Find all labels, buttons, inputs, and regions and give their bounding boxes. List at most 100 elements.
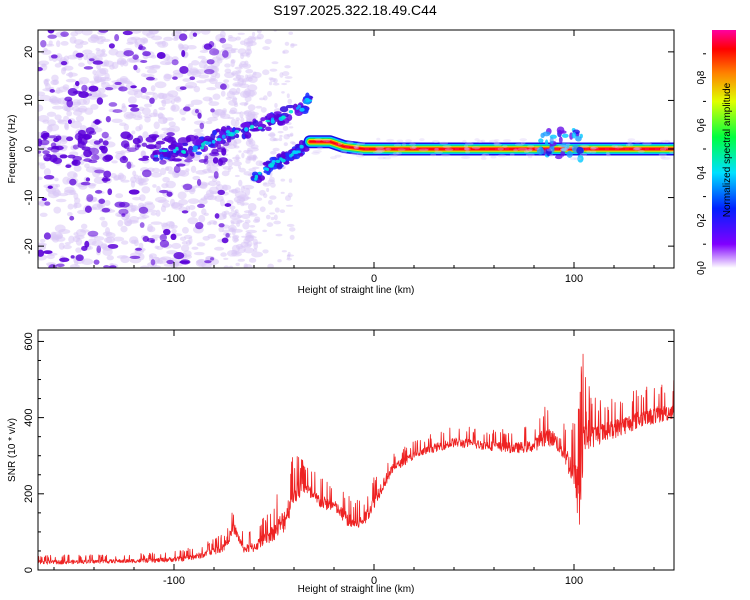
spectrum-noise-blob [145,144,157,150]
spectrum-noise-blob [122,30,133,36]
snr-x-tick-label: -100 [163,575,185,587]
spectrum-noise-speckle [55,87,61,94]
spectrum-disturbance-blob [566,150,573,158]
spectrum-carrier-halo [565,142,571,146]
spectrum-noise-speckle [177,191,187,200]
spectrum-noise-speckle [273,138,278,141]
spectrum-carrier-halo [525,149,533,153]
colorbar-tick-label: 0.2 [696,213,707,227]
spectrum-noise-speckle [207,116,219,122]
colorbar-gradient [712,30,736,268]
spectrum-carrier-halo [444,148,454,152]
spectrum-noise-speckle [101,220,108,228]
spectrum-noise-speckle [65,72,78,77]
spectrum-noise-blob [213,171,219,179]
spectrum-noise-speckle [137,114,143,118]
spectrum-noise-speckle [202,235,210,241]
spectrum-carrier-halo [527,144,535,148]
spectrum-noise-speckle [75,234,85,240]
spectrum-noise-speckle [251,251,264,258]
spectrum-noise-speckle [84,107,94,115]
spectrum-noise-speckle [66,211,73,217]
spectrum-noise-speckle [97,35,106,42]
spectrum-trace-upper-core [299,107,305,112]
spectrum-carrier-halo [375,149,385,153]
spectrum-noise-speckle [148,30,160,35]
spectrum-noise-speckle [38,200,41,206]
spectrum-noise-speckle [232,235,239,243]
spectrum-carrier-halo [642,142,652,146]
spectrum-carrier-halo [376,137,381,141]
spectrum-noise-speckle [39,199,46,207]
spectrum-noise-speckle [250,211,254,216]
spectrum-trace-upper [258,120,263,127]
spectrum-noise-blob [101,207,111,213]
spectrum-noise-blob [42,150,50,155]
spectrum-noise-blob [150,259,156,266]
spectrum-noise-speckle [38,91,46,97]
spectrum-noise-blob [69,178,77,186]
spectrum-noise-blob [85,177,91,182]
spectrum-noise-speckle [154,41,164,45]
spectrum-carrier-halo [376,148,386,152]
spectrum-noise-speckle [93,236,105,241]
spectrum-noise-blob [130,85,137,89]
spectrum-noise-blob [159,159,167,165]
spectrum-noise-speckle [281,250,287,253]
spectrum-noise-speckle [222,229,230,233]
spectrum-carrier-halo [312,149,322,153]
spectrum-noise-blob [88,159,98,164]
spectrum-carrier-halo [321,138,331,142]
spectrum-carrier-halo [432,139,440,143]
spectrum-noise-speckle [38,153,43,157]
spectrum-noise-speckle [46,254,55,260]
snr-series-line [38,353,674,565]
spectrum-noise-speckle [255,105,263,109]
spectrum-noise-blob [48,264,57,268]
spectrum-noise-blob [43,250,53,255]
spectrum-noise-speckle [46,125,53,133]
spectrum-noise-blob [171,59,179,66]
spectrum-noise-speckle [163,36,174,42]
spectrum-noise-speckle [284,80,291,83]
spectrum-noise-blob [44,201,51,206]
spectrum-noise-speckle [67,203,74,210]
spectrum-carrier-halo [497,154,507,158]
spectrum-noise-speckle [233,141,238,147]
spectrum-noise-blob [84,205,92,213]
spectrum-noise-speckle [153,121,160,130]
spectrum-noise-blob [221,237,229,244]
spectrum-noise-blob [75,254,84,262]
spectrum-noise-blob [181,49,186,58]
spectrum-noise-speckle [144,116,151,123]
spectrum-noise-speckle [172,37,179,42]
spectrum-noise-speckle [173,173,180,178]
spectrum-carrier-halo [388,154,398,158]
spectrum-carrier-halo [401,143,407,147]
spectrum-noise-speckle [53,206,62,214]
spectrum-noise-speckle [93,176,106,185]
spectrum-trace-upper-core [200,146,205,150]
spectrum-trace-upper [152,150,162,155]
spectrum-noise-speckle [230,209,235,212]
spectrum-noise-speckle [140,37,148,44]
spectrum-noise-blob [43,174,55,180]
spectrum-noise-speckle [244,243,252,248]
spectrum-trace-upper-core [153,154,159,158]
spectrum-noise-speckle [260,107,267,113]
spectrum-noise-speckle [73,165,82,172]
spectrum-noise-speckle [225,96,233,100]
spectrum-trace-upper [235,133,240,139]
spectrum-noise-blob [72,144,79,150]
spectrogram-image [38,30,674,268]
spectrum-carrier-halo [409,142,417,146]
spectrum-noise-blob [81,84,88,92]
spectrum-trace-upper-core [281,115,286,120]
spectrum-noise-blob [181,210,189,214]
spectrogram-x-tick-label: 0 [371,273,377,285]
spectrum-carrier-halo [409,146,416,150]
spectrum-noise-blob [114,81,122,86]
spectrum-noise-blob [198,159,207,163]
spectrogram-y-axis-label: Frequency (Hz) [7,115,18,184]
spectrum-noise-speckle [38,144,46,152]
